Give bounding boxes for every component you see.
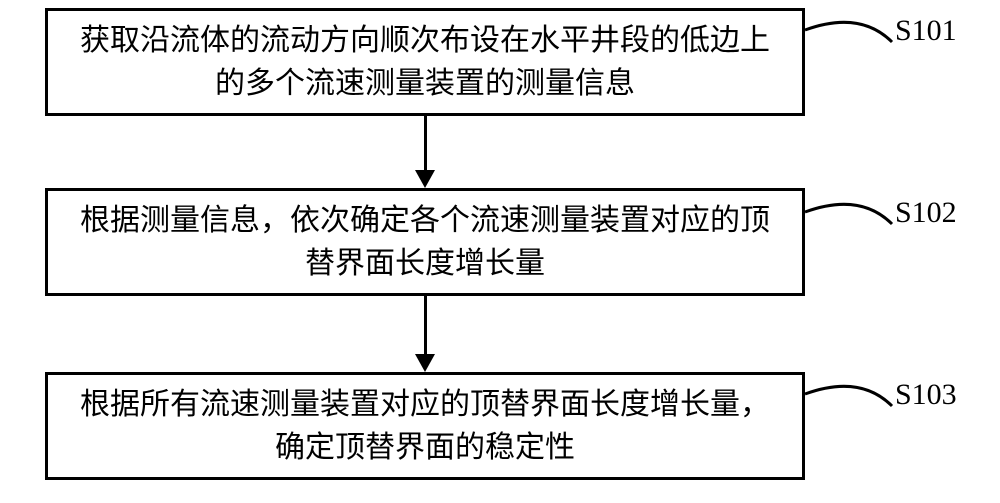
arrow-head-2 xyxy=(415,354,435,372)
arrow-head-1 xyxy=(415,170,435,188)
flowchart-canvas: 获取沿流体的流动方向顺次布设在水平井段的低边上的多个流速测量装置的测量信息 根据… xyxy=(0,0,1000,503)
arrow-line-1 xyxy=(424,116,427,170)
label-connectors xyxy=(0,0,1000,503)
arrow-line-2 xyxy=(424,296,427,354)
